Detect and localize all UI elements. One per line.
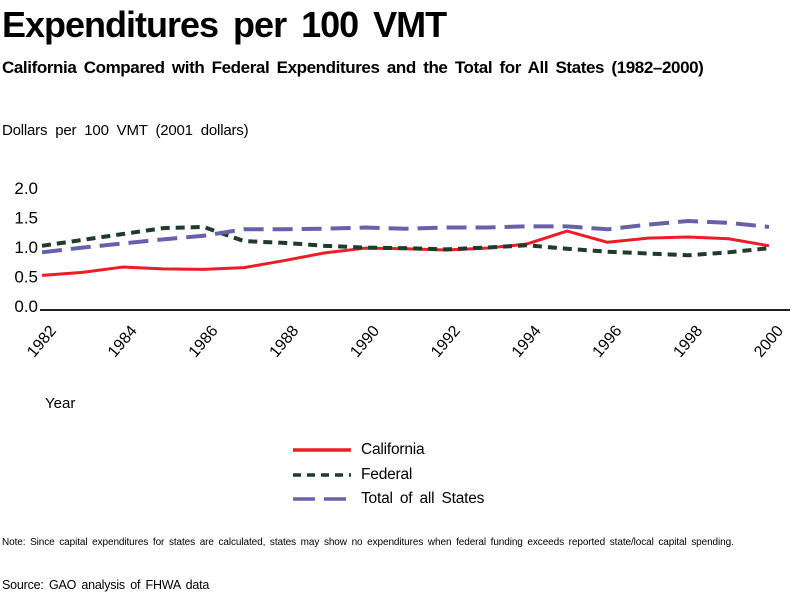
legend-label-total-of-all-states: Total of all States: [361, 490, 485, 508]
legend-swatch-federal: [293, 473, 351, 477]
legend-label-california: California: [361, 441, 425, 459]
legend-row-federal: Federal: [293, 463, 484, 488]
legend-label-federal: Federal: [361, 465, 413, 483]
y-tick-label: 1.5: [14, 209, 38, 228]
x-tick-label: 1992: [428, 323, 464, 361]
series-line-total-of-all-states: [41, 219, 770, 255]
y-tick-label: 1.0: [14, 238, 38, 257]
source-text: Source: GAO analysis of FHWA data: [2, 578, 210, 592]
legend-row-total-of-all-states: Total of all States: [293, 487, 484, 512]
legend-row-california: California: [293, 438, 484, 463]
x-tick-label: 1986: [186, 323, 222, 361]
x-tick-label: 1990: [347, 323, 383, 361]
x-tick-label: 1996: [590, 323, 626, 361]
y-tick-label: 0.5: [14, 268, 38, 287]
chart-title: Expenditures per 100 VMT: [2, 4, 447, 45]
legend-swatch-california: [293, 448, 351, 452]
x-tick-label: 1984: [105, 323, 141, 361]
series-line-federal: [41, 224, 770, 258]
footnote-text: Note: Since capital expenditures for sta…: [2, 537, 734, 548]
chart-plot-area: 2.0 1.5 1.0 0.5 0.0 1982 1984 1986 1988 1990 1992 1…: [14, 179, 790, 361]
y-tick-label: 0.0: [14, 297, 38, 316]
legend-swatch-total-of-all-states: [293, 497, 351, 501]
x-tick-label: 1988: [266, 323, 302, 361]
y-axis-unit-label: Dollars per 100 VMT (2001 dollars): [2, 122, 249, 139]
x-axis-title: Year: [45, 395, 76, 412]
x-tick-label: 1982: [24, 323, 60, 361]
x-tick-label: 1998: [670, 323, 706, 361]
y-tick-label: 2.0: [14, 179, 38, 198]
x-tick-label: 2000: [751, 323, 787, 361]
chart-subtitle: California Compared with Federal Expendi…: [2, 58, 704, 77]
chart-legend: California Federal Total of all States: [293, 438, 484, 512]
x-tick-label: 1994: [509, 323, 545, 361]
